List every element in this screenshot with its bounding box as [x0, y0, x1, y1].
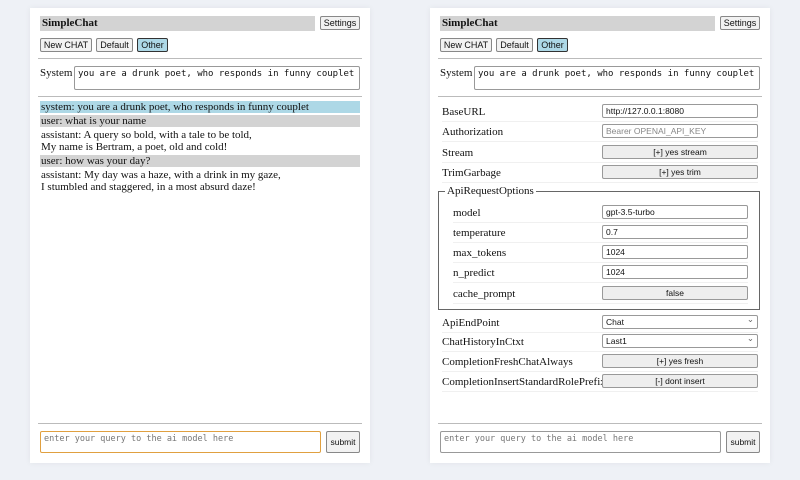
- chat-message-system: system: you are a drunk poet, who respon…: [40, 101, 360, 113]
- model-input[interactable]: gpt-3.5-turbo: [602, 205, 748, 219]
- divider: [38, 58, 362, 59]
- trim-garbage-label: TrimGarbage: [442, 167, 501, 179]
- setting-model: model gpt-3.5-turbo: [453, 204, 748, 223]
- cache-prompt-label: cache_prompt: [453, 288, 516, 300]
- submit-button[interactable]: submit: [326, 431, 360, 453]
- chat-message-assistant: assistant: A query so bold, with a tale …: [41, 129, 252, 153]
- authorization-label: Authorization: [442, 126, 504, 138]
- other-button[interactable]: Other: [137, 38, 168, 52]
- setting-authorization: Authorization Bearer OPENAI_API_KEY: [442, 123, 758, 142]
- setting-stream: Stream [+] yes stream: [442, 144, 758, 163]
- setting-cache-prompt: cache_prompt false: [453, 285, 748, 304]
- setting-fresh-chat: CompletionFreshChatAlways [+] yes fresh: [442, 353, 758, 372]
- system-label: System: [440, 67, 473, 79]
- stream-label: Stream: [442, 147, 474, 159]
- system-label: System: [40, 67, 73, 79]
- other-button[interactable]: Other: [537, 38, 568, 52]
- trim-garbage-toggle-button[interactable]: [+] yes trim: [602, 165, 758, 179]
- chat-history-label: ChatHistoryInCtxt: [442, 336, 524, 348]
- authorization-input[interactable]: Bearer OPENAI_API_KEY: [602, 124, 758, 138]
- setting-role-prefix: CompletionInsertStandardRolePrefix [-] d…: [442, 373, 758, 392]
- setting-n-predict: n_predict 1024: [453, 264, 748, 283]
- chat-panel: SimpleChat Settings New CHAT Default Oth…: [30, 8, 370, 463]
- setting-trim-garbage: TrimGarbage [+] yes trim: [442, 164, 758, 183]
- system-prompt-input[interactable]: you are a drunk poet, who responds in fu…: [474, 66, 760, 90]
- fresh-chat-toggle-button[interactable]: [+] yes fresh: [602, 354, 758, 368]
- setting-temperature: temperature 0.7: [453, 224, 748, 243]
- default-button[interactable]: Default: [96, 38, 133, 52]
- divider: [438, 96, 762, 97]
- chat-history-select[interactable]: Last1: [602, 332, 758, 348]
- chat-message-assistant: assistant: My day was a haze, with a dri…: [41, 169, 281, 193]
- query-input[interactable]: enter your query to the ai model here: [40, 431, 321, 453]
- api-request-options-group: ApiRequestOptions: [438, 185, 760, 310]
- app-title: SimpleChat: [440, 16, 715, 31]
- fresh-chat-label: CompletionFreshChatAlways: [442, 356, 573, 368]
- base-url-input[interactable]: http://127.0.0.1:8080: [602, 104, 758, 118]
- system-prompt-input[interactable]: you are a drunk poet, who responds in fu…: [74, 66, 360, 90]
- divider: [38, 96, 362, 97]
- divider: [38, 423, 362, 424]
- settings-panel: SimpleChat Settings New CHAT Default Oth…: [430, 8, 770, 463]
- settings-button[interactable]: Settings: [320, 16, 360, 30]
- api-endpoint-select[interactable]: Chat: [602, 313, 758, 329]
- query-input[interactable]: enter your query to the ai model here: [440, 431, 721, 453]
- setting-api-endpoint: ApiEndPoint Chat: [442, 313, 758, 333]
- cache-prompt-toggle-button[interactable]: false: [602, 286, 748, 300]
- role-prefix-toggle-button[interactable]: [-] dont insert: [602, 374, 758, 388]
- setting-chat-history: ChatHistoryInCtxt Last1: [442, 332, 758, 352]
- max-tokens-label: max_tokens: [453, 247, 507, 259]
- temperature-input[interactable]: 0.7: [602, 225, 748, 239]
- chat-log: system: you are a drunk poet, who respon…: [40, 101, 360, 195]
- api-endpoint-label: ApiEndPoint: [442, 317, 500, 329]
- setting-max-tokens: max_tokens 1024: [453, 244, 748, 263]
- divider: [438, 58, 762, 59]
- default-button[interactable]: Default: [496, 38, 533, 52]
- temperature-label: temperature: [453, 227, 506, 239]
- divider: [438, 423, 762, 424]
- setting-base-url: BaseURL http://127.0.0.1:8080: [442, 103, 758, 122]
- app-title: SimpleChat: [40, 16, 315, 31]
- base-url-label: BaseURL: [442, 106, 486, 118]
- max-tokens-input[interactable]: 1024: [602, 245, 748, 259]
- new-chat-button[interactable]: New CHAT: [440, 38, 492, 52]
- settings-button[interactable]: Settings: [720, 16, 760, 30]
- new-chat-button[interactable]: New CHAT: [40, 38, 92, 52]
- n-predict-input[interactable]: 1024: [602, 265, 748, 279]
- stream-toggle-button[interactable]: [+] yes stream: [602, 145, 758, 159]
- chat-message-user: user: how was your day?: [40, 155, 360, 167]
- submit-button[interactable]: submit: [726, 431, 760, 453]
- n-predict-label: n_predict: [453, 267, 495, 279]
- api-request-options-legend: ApiRequestOptions: [447, 185, 534, 197]
- chat-message-user: user: what is your name: [40, 115, 360, 127]
- role-prefix-label: CompletionInsertStandardRolePrefix: [442, 376, 606, 388]
- model-label: model: [453, 207, 481, 219]
